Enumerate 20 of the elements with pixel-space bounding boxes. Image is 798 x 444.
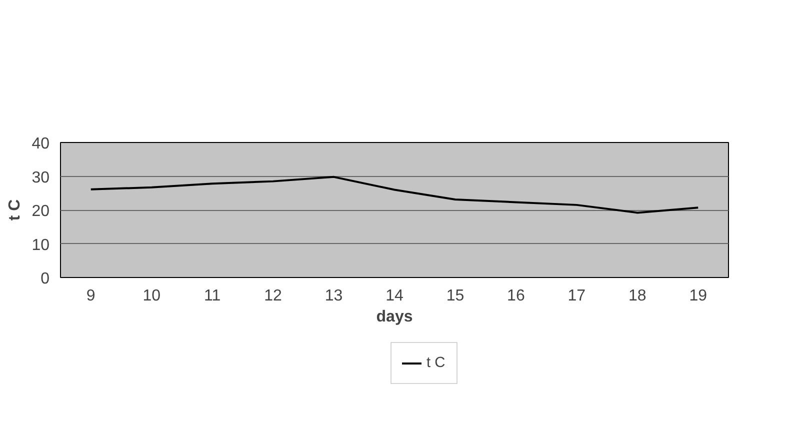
x-tick-label: 17 — [568, 288, 586, 304]
x-tick-label: 11 — [204, 288, 221, 304]
x-tick-label: 15 — [446, 288, 464, 304]
line-series — [90, 176, 700, 214]
x-tick-label: 16 — [507, 288, 525, 304]
x-tick-label: 18 — [628, 288, 646, 304]
x-tick-label: 14 — [386, 288, 404, 304]
y-tick-label: 30 — [32, 169, 50, 186]
x-tick-label: 9 — [86, 288, 96, 304]
y-tick-label: 0 — [40, 270, 50, 288]
y-tick-label: 20 — [32, 203, 50, 220]
x-tick-label: 19 — [689, 288, 708, 304]
x-axis-title: days — [376, 308, 413, 326]
y-tick-label: 40 — [32, 136, 50, 152]
y-axis-title: t C — [6, 198, 24, 221]
legend-label: t C — [426, 355, 446, 371]
x-tick-label: 10 — [142, 288, 161, 304]
x-tick-label: 12 — [264, 288, 282, 304]
x-tick-label: 13 — [324, 288, 343, 304]
y-tick-label: 10 — [32, 236, 50, 254]
